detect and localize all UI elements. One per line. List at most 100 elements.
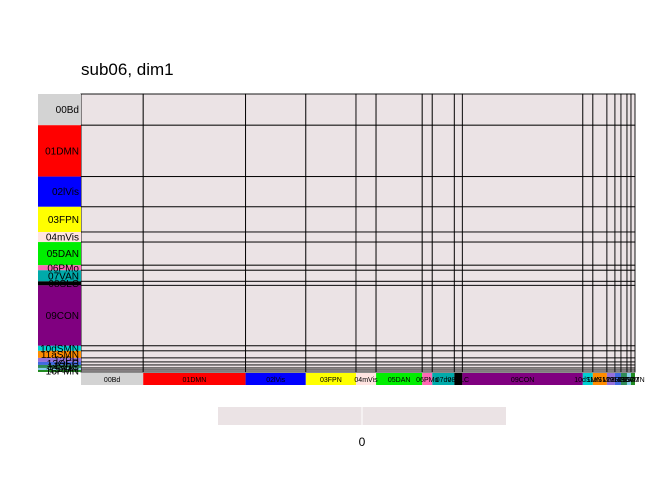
heatmap-cell [142,361,247,366]
heatmap-cell [582,206,594,233]
heatmap-cell [630,241,636,266]
row-label: 08SLC [48,279,79,290]
heatmap-cell [626,350,632,359]
column-group-band-08slc [454,373,463,385]
column-group-band-16pmn [630,373,635,385]
heatmap-cell [582,241,594,266]
column-label: 01DMN [183,377,207,384]
heatmap-cell [626,364,632,369]
heatmap-cell [592,176,608,208]
heatmap-cell [375,206,423,233]
heatmap-cell [614,345,622,352]
heatmap-cell [375,231,423,243]
heatmap-cell [461,345,584,352]
column-label: 00Bd [104,377,120,384]
heatmap-cell [355,364,377,369]
heatmap-cell [606,231,616,243]
heatmap-cell [431,231,455,243]
column-label: 07dv [436,377,452,384]
heatmap-cell [614,264,622,271]
heatmap-cell [421,345,433,352]
heatmap-cell [305,369,357,373]
heatmap-cell [355,269,377,282]
heatmap-cell [592,369,608,373]
heatmap-cell [620,269,628,282]
heatmap-cell [606,350,616,359]
heatmap-cell [592,241,608,266]
heatmap-cell [592,361,608,366]
heatmap-cell [305,357,357,363]
heatmap-cell [80,231,144,243]
heatmap-cell [421,364,433,369]
heatmap-cell [305,269,357,282]
heatmap-cell [245,364,307,369]
heatmap-cell [431,369,455,373]
heatmap-cell [614,176,622,208]
heatmap-cell [626,241,632,266]
heatmap-cell [461,264,584,271]
heatmap-cell [582,231,594,243]
heatmap-cell [453,176,463,208]
heatmap-cell [305,231,357,243]
heatmap-cell [592,345,608,352]
column-group-band-15sat [626,373,631,385]
heatmap-cell [626,357,632,363]
heatmap-cell [620,176,628,208]
heatmap-cell [305,345,357,352]
heatmap-cell [620,350,628,359]
heatmap-cell [626,284,632,347]
row-label: 01DMN [45,146,79,157]
heatmap-cell [620,369,628,373]
heatmap-cell [245,369,307,373]
heatmap-cell [606,345,616,352]
column-label: 12PH [602,377,620,384]
colorbar-tick-label: 0 [359,435,366,449]
heatmap-cell [305,280,357,286]
heatmap-cell [142,357,247,363]
heatmap-cell [80,176,144,208]
column-label: 06PMo [416,377,438,384]
heatmap-cell [421,206,433,233]
heatmap-cell [592,284,608,347]
heatmap-cell [142,176,247,208]
heatmap-cell [375,124,423,178]
heatmap-cell [80,345,144,352]
row-group-band-05dan [38,242,81,266]
row-group-band-13ofc [38,361,81,365]
heatmap-cell [375,357,423,363]
column-label: 05DAN [388,377,411,384]
heatmap-cell [375,241,423,266]
heatmap-cell [614,231,622,243]
heatmap-cell [431,361,455,366]
heatmap-cell [431,93,455,126]
heatmap-cell [142,284,247,347]
heatmap-cell [142,124,247,178]
heatmap-cell [582,264,594,271]
heatmap-cell [614,350,622,359]
heatmap-cell [582,364,594,369]
row-label: 00Bd [56,105,79,116]
heatmap-cell [305,361,357,366]
heatmap-cell [245,241,307,266]
heatmap-cell [142,364,247,369]
row-label: 09CON [46,311,79,322]
row-group-band-06pmo [38,265,81,271]
heatmap-cell [606,364,616,369]
row-label: 16PMN [46,366,79,377]
heatmap-cell [582,124,594,178]
heatmap-cell [355,206,377,233]
heatmap-cell [614,364,622,369]
heatmap-cell [421,361,433,366]
heatmap-cell [626,361,632,366]
heatmap-cell [375,361,423,366]
heatmap-cell [630,231,636,243]
row-group-band-10dsmn [38,345,81,351]
heatmap-cell [606,284,616,347]
column-label: 11aSMN [587,377,614,384]
heatmap-cell [355,345,377,352]
heatmap-cell [630,264,636,271]
heatmap-cell [620,93,628,126]
heatmap-cell [614,357,622,363]
heatmap-cell [614,284,622,347]
